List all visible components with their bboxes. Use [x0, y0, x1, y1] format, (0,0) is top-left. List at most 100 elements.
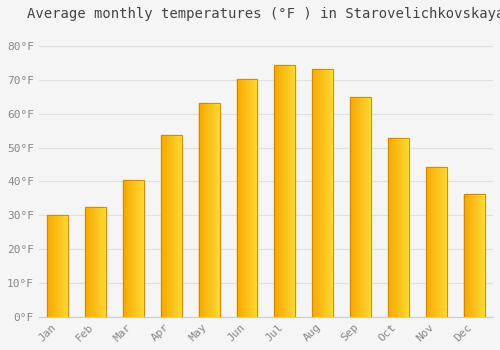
- Bar: [50, 215, 51, 317]
- Bar: [331, 69, 332, 317]
- Bar: [313, 69, 314, 317]
- Bar: [236, 79, 258, 317]
- Bar: [276, 65, 277, 317]
- Bar: [60, 215, 61, 317]
- Bar: [278, 65, 280, 317]
- Bar: [290, 65, 291, 317]
- Bar: [433, 167, 434, 317]
- Bar: [314, 69, 315, 317]
- Bar: [243, 79, 244, 317]
- Bar: [440, 167, 441, 317]
- Bar: [396, 138, 397, 317]
- Bar: [130, 180, 132, 317]
- Bar: [205, 103, 206, 317]
- Bar: [283, 65, 284, 317]
- Bar: [479, 194, 480, 317]
- Bar: [94, 207, 95, 317]
- Bar: [57, 215, 58, 317]
- Bar: [238, 79, 240, 317]
- Bar: [284, 65, 285, 317]
- Bar: [401, 138, 402, 317]
- Bar: [350, 97, 351, 317]
- Bar: [135, 180, 136, 317]
- Bar: [241, 79, 242, 317]
- Bar: [480, 194, 481, 317]
- Bar: [477, 194, 478, 317]
- Bar: [332, 69, 333, 317]
- Bar: [128, 180, 130, 317]
- Bar: [438, 167, 439, 317]
- Bar: [168, 135, 169, 317]
- Bar: [137, 180, 138, 317]
- Bar: [246, 79, 247, 317]
- Bar: [132, 180, 134, 317]
- Bar: [140, 180, 141, 317]
- Bar: [402, 138, 404, 317]
- Bar: [48, 215, 50, 317]
- Bar: [274, 65, 295, 317]
- Bar: [326, 69, 327, 317]
- Bar: [443, 167, 444, 317]
- Bar: [162, 135, 163, 317]
- Bar: [464, 194, 484, 317]
- Bar: [134, 180, 135, 317]
- Bar: [208, 103, 209, 317]
- Bar: [126, 180, 127, 317]
- Bar: [277, 65, 278, 317]
- Bar: [466, 194, 467, 317]
- Bar: [444, 167, 446, 317]
- Bar: [170, 135, 172, 317]
- Bar: [436, 167, 437, 317]
- Bar: [245, 79, 246, 317]
- Bar: [256, 79, 258, 317]
- Bar: [391, 138, 392, 317]
- Bar: [88, 207, 90, 317]
- Bar: [85, 207, 86, 317]
- Bar: [370, 97, 371, 317]
- Bar: [247, 79, 248, 317]
- Bar: [287, 65, 288, 317]
- Bar: [350, 97, 371, 317]
- Bar: [465, 194, 466, 317]
- Bar: [124, 180, 125, 317]
- Bar: [253, 79, 254, 317]
- Bar: [64, 215, 66, 317]
- Bar: [99, 207, 100, 317]
- Bar: [211, 103, 212, 317]
- Bar: [472, 194, 474, 317]
- Bar: [368, 97, 369, 317]
- Bar: [62, 215, 64, 317]
- Bar: [388, 138, 390, 317]
- Bar: [464, 194, 465, 317]
- Bar: [357, 97, 358, 317]
- Bar: [163, 135, 164, 317]
- Bar: [404, 138, 406, 317]
- Bar: [406, 138, 408, 317]
- Bar: [201, 103, 202, 317]
- Bar: [426, 167, 428, 317]
- Bar: [96, 207, 97, 317]
- Bar: [482, 194, 483, 317]
- Bar: [250, 79, 251, 317]
- Bar: [61, 215, 62, 317]
- Bar: [56, 215, 57, 317]
- Bar: [353, 97, 354, 317]
- Bar: [439, 167, 440, 317]
- Bar: [202, 103, 203, 317]
- Bar: [426, 167, 446, 317]
- Bar: [165, 135, 166, 317]
- Bar: [319, 69, 320, 317]
- Bar: [48, 215, 68, 317]
- Bar: [172, 135, 174, 317]
- Bar: [312, 69, 333, 317]
- Bar: [139, 180, 140, 317]
- Bar: [294, 65, 296, 317]
- Bar: [397, 138, 398, 317]
- Bar: [328, 69, 329, 317]
- Bar: [291, 65, 292, 317]
- Bar: [432, 167, 433, 317]
- Bar: [207, 103, 208, 317]
- Bar: [127, 180, 128, 317]
- Bar: [169, 135, 170, 317]
- Bar: [92, 207, 93, 317]
